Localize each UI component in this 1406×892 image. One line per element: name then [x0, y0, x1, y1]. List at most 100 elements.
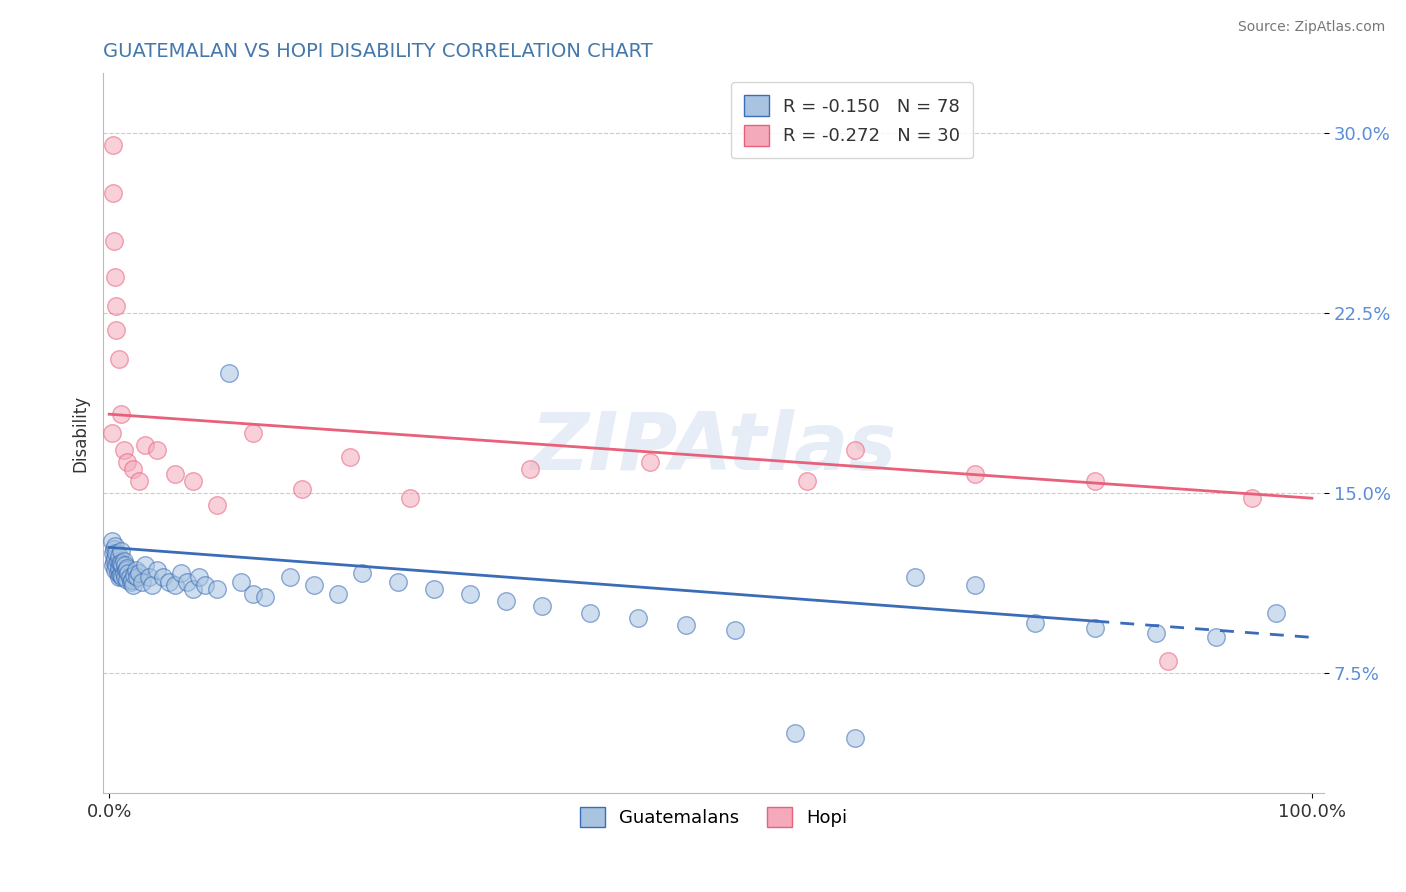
Point: [118, 570, 141, 584]
Point: [640, 455, 662, 469]
Point: [134, 438, 156, 452]
Point: [254, 590, 277, 604]
Point: [110, 556, 132, 570]
Point: [495, 594, 517, 608]
Text: Source: ZipAtlas.com: Source: ZipAtlas.com: [1237, 20, 1385, 34]
Point: [302, 577, 325, 591]
Point: [965, 467, 987, 482]
Point: [112, 553, 135, 567]
Point: [101, 546, 124, 560]
Point: [104, 551, 127, 566]
Point: [125, 570, 148, 584]
Point: [146, 563, 169, 577]
Y-axis label: Disability: Disability: [72, 395, 89, 472]
Point: [1084, 475, 1107, 489]
Point: [339, 450, 361, 465]
Point: [157, 575, 180, 590]
Point: [101, 558, 124, 573]
Point: [138, 570, 160, 584]
Point: [107, 351, 129, 366]
Point: [101, 186, 124, 201]
Point: [165, 467, 187, 482]
Point: [103, 541, 125, 556]
Point: [104, 270, 127, 285]
Point: [188, 570, 211, 584]
Point: [124, 568, 146, 582]
Point: [242, 587, 264, 601]
Point: [120, 575, 142, 590]
Point: [278, 570, 301, 584]
Point: [112, 443, 135, 458]
Point: [796, 475, 818, 489]
Text: ZIPAtlas: ZIPAtlas: [530, 409, 897, 487]
Point: [103, 235, 125, 249]
Point: [115, 563, 138, 577]
Point: [218, 367, 240, 381]
Point: [965, 577, 987, 591]
Point: [115, 561, 138, 575]
Point: [170, 566, 193, 580]
Point: [844, 731, 866, 746]
Point: [207, 499, 229, 513]
Point: [105, 299, 128, 313]
Point: [104, 539, 127, 553]
Point: [165, 577, 187, 591]
Point: [111, 558, 134, 573]
Point: [122, 462, 145, 476]
Point: [121, 573, 143, 587]
Point: [675, 618, 697, 632]
Point: [115, 573, 138, 587]
Point: [290, 482, 312, 496]
Point: [114, 570, 136, 584]
Point: [131, 575, 153, 590]
Point: [105, 323, 128, 337]
Point: [242, 426, 264, 441]
Point: [1144, 625, 1167, 640]
Point: [115, 455, 138, 469]
Point: [117, 566, 139, 580]
Point: [110, 544, 132, 558]
Point: [122, 577, 145, 591]
Point: [1156, 654, 1178, 668]
Point: [207, 582, 229, 597]
Point: [183, 582, 205, 597]
Point: [579, 607, 602, 621]
Point: [111, 570, 134, 584]
Point: [531, 599, 554, 614]
Point: [231, 575, 253, 590]
Text: GUATEMALAN VS HOPI DISABILITY CORRELATION CHART: GUATEMALAN VS HOPI DISABILITY CORRELATIO…: [103, 42, 652, 61]
Point: [387, 575, 409, 590]
Point: [105, 558, 128, 573]
Legend: Guatemalans, Hopi: Guatemalans, Hopi: [572, 799, 855, 835]
Point: [1024, 615, 1046, 630]
Point: [108, 568, 131, 582]
Point: [1084, 621, 1107, 635]
Point: [398, 491, 420, 505]
Point: [114, 558, 136, 573]
Point: [107, 549, 129, 563]
Point: [1205, 631, 1227, 645]
Point: [146, 443, 169, 458]
Point: [124, 563, 146, 577]
Point: [128, 475, 150, 489]
Point: [103, 553, 125, 567]
Point: [176, 575, 198, 590]
Point: [107, 566, 129, 580]
Point: [112, 566, 135, 580]
Point: [183, 475, 205, 489]
Point: [1264, 607, 1286, 621]
Point: [519, 462, 541, 476]
Point: [1240, 491, 1263, 505]
Point: [423, 582, 446, 597]
Point: [458, 587, 481, 601]
Point: [783, 726, 806, 740]
Point: [844, 443, 866, 458]
Point: [110, 568, 132, 582]
Point: [107, 570, 129, 584]
Point: [904, 570, 927, 584]
Point: [100, 534, 122, 549]
Point: [134, 558, 156, 573]
Point: [107, 553, 129, 567]
Point: [105, 546, 128, 560]
Point: [107, 561, 129, 575]
